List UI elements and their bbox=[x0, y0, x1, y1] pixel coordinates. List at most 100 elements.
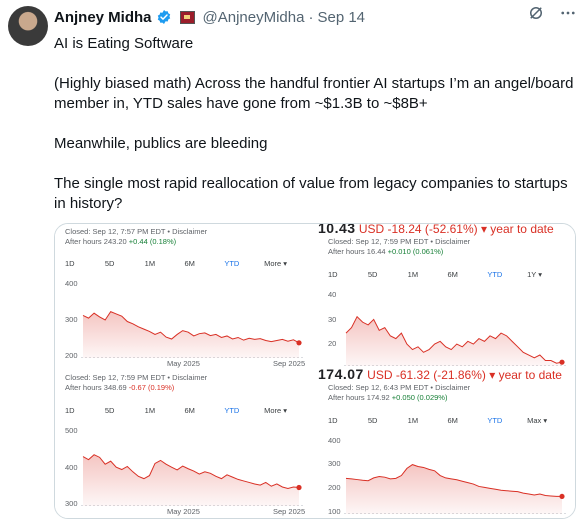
last-price-point bbox=[296, 484, 302, 491]
price-area bbox=[83, 311, 299, 358]
current-price: 10.43 bbox=[318, 223, 356, 236]
y-tick: 500 bbox=[65, 426, 78, 435]
y-tick: 200 bbox=[65, 351, 78, 360]
tab-1y[interactable]: 1Y ▾ bbox=[527, 270, 543, 279]
tab-ytd[interactable]: YTD bbox=[224, 259, 240, 268]
tweet-date[interactable]: Sep 14 bbox=[317, 8, 366, 26]
price-chart bbox=[344, 464, 568, 514]
closed-label: Closed: Sep 12, 7:59 PM EDT • Disclaimer bbox=[328, 237, 471, 246]
tab-6m[interactable]: 6M bbox=[447, 416, 458, 425]
stock-panel-3: Closed: Sep 12, 7:59 PM EDT • Disclaimer… bbox=[55, 370, 312, 518]
more-icon[interactable] bbox=[559, 4, 577, 22]
tweet-text: AI is Eating Software (Highly biased mat… bbox=[54, 34, 574, 234]
tab-1m[interactable]: 1M bbox=[144, 259, 156, 268]
tab-ytd[interactable]: YTD bbox=[487, 416, 503, 425]
tweet-line-1: AI is Eating Software bbox=[54, 35, 194, 52]
range-tabs: 1D 5D 1M 6M YTD More ▾ bbox=[65, 406, 304, 415]
tab-1d[interactable]: 1D bbox=[328, 270, 338, 279]
tab-ytd[interactable]: YTD bbox=[224, 406, 240, 415]
price-line bbox=[82, 454, 300, 490]
after-hours-price: After hours 16.44 bbox=[328, 247, 388, 256]
tab-5d[interactable]: 5D bbox=[104, 406, 115, 415]
after-hours-price: After hours 348.69 bbox=[65, 383, 129, 392]
price-chart bbox=[344, 315, 568, 366]
price-chart bbox=[81, 311, 305, 358]
y-tick: 300 bbox=[328, 459, 341, 468]
affiliate-flag-icon[interactable] bbox=[179, 10, 195, 24]
tab-more[interactable]: More ▾ bbox=[264, 259, 288, 268]
y-tick: 30 bbox=[328, 315, 337, 324]
y-tick: 400 bbox=[65, 463, 78, 472]
y-tick: 20 bbox=[328, 339, 337, 348]
y-tick: 100 bbox=[328, 507, 341, 516]
tweet-header: Anjney Midha @AnjneyMidha · Sep 14 bbox=[54, 6, 573, 28]
current-price: 174.07 bbox=[318, 366, 364, 382]
after-hours-price: After hours 174.92 bbox=[328, 393, 392, 402]
tab-max[interactable]: Max ▾ bbox=[527, 416, 548, 425]
tweet-line-2: (Highly biased math) Across the handful … bbox=[54, 75, 574, 112]
y-tick: 200 bbox=[328, 483, 341, 492]
y-tick: 400 bbox=[328, 436, 341, 445]
tweet-line-3: Meanwhile, publics are bleeding bbox=[54, 135, 268, 152]
after-hours-change: +0.050 (0.029%) bbox=[391, 393, 448, 402]
last-price-point bbox=[559, 493, 565, 500]
range-tabs: 1D 5D 1M 6M YTD More ▾ bbox=[65, 259, 304, 268]
tab-6m[interactable]: 6M bbox=[184, 406, 195, 415]
x-tick: May 2025 bbox=[167, 507, 200, 516]
tab-1d[interactable]: 1D bbox=[65, 259, 75, 268]
y-tick: 300 bbox=[65, 315, 78, 324]
stock-panel-4: 174.07 USD -61.32 (-21.86%) ▾ year to da… bbox=[318, 366, 575, 518]
tab-1m[interactable]: 1M bbox=[407, 416, 419, 425]
x-tick: Sep 2025 bbox=[273, 359, 306, 368]
after-hours: After hours 348.69 -0.67 (0.19%) bbox=[65, 383, 174, 392]
price-header: 10.43 USD -18.24 (-52.61%) ▾ year to dat… bbox=[318, 223, 554, 236]
grok-icon[interactable] bbox=[527, 4, 545, 22]
price-area bbox=[83, 454, 299, 506]
y-tick: 400 bbox=[65, 279, 78, 288]
tab-5d[interactable]: 5D bbox=[367, 416, 378, 425]
price-area bbox=[346, 464, 562, 514]
tweet-actions-top bbox=[527, 4, 577, 22]
tab-1m[interactable]: 1M bbox=[144, 406, 156, 415]
tab-5d[interactable]: 5D bbox=[367, 270, 378, 279]
tweet-line-4: The single most rapid reallocation of va… bbox=[54, 175, 568, 212]
after-hours-change: -0.67 (0.19%) bbox=[128, 383, 175, 392]
price-line bbox=[345, 464, 563, 497]
media-image[interactable]: Closed: Sep 12, 7:57 PM EDT • Disclaimer… bbox=[54, 223, 576, 519]
after-hours-change: +0.010 (0.061%) bbox=[387, 247, 444, 256]
tab-5d[interactable]: 5D bbox=[104, 259, 115, 268]
closed-label: Closed: Sep 12, 7:59 PM EDT • Disclaimer bbox=[65, 373, 208, 382]
closed-label: Closed: Sep 12, 7:57 PM EDT • Disclaimer bbox=[65, 227, 208, 236]
y-tick: 40 bbox=[328, 290, 337, 299]
ytd-change: USD -18.24 (-52.61%) ▾ year to date bbox=[358, 223, 554, 236]
avatar[interactable] bbox=[8, 6, 48, 46]
stock-panel-1: Closed: Sep 12, 7:57 PM EDT • Disclaimer… bbox=[55, 224, 312, 368]
y-tick: 300 bbox=[65, 499, 78, 508]
last-price-point bbox=[559, 359, 565, 365]
last-price-point bbox=[296, 340, 302, 346]
ytd-change: USD -61.32 (-21.86%) ▾ year to date bbox=[367, 368, 562, 382]
tab-more[interactable]: More ▾ bbox=[264, 406, 288, 415]
after-hours: After hours 16.44 +0.010 (0.061%) bbox=[328, 247, 443, 256]
after-hours: After hours 243.20 +0.44 (0.18%) bbox=[65, 237, 176, 246]
closed-label: Closed: Sep 12, 6:43 PM EDT • Disclaimer bbox=[328, 383, 471, 392]
range-tabs: 1D 5D 1M 6M YTD Max ▾ bbox=[328, 416, 567, 425]
tab-1d[interactable]: 1D bbox=[65, 406, 75, 415]
price-line bbox=[82, 311, 300, 344]
price-area bbox=[346, 316, 562, 366]
after-hours-change: +0.44 (0.18%) bbox=[128, 237, 177, 246]
range-tabs: 1D 5D 1M 6M YTD 1Y ▾ bbox=[328, 270, 567, 279]
x-tick: Sep 2025 bbox=[273, 507, 306, 516]
price-header: 174.07 USD -61.32 (-21.86%) ▾ year to da… bbox=[318, 366, 562, 382]
separator-dot: · bbox=[308, 8, 314, 26]
tab-1d[interactable]: 1D bbox=[328, 416, 338, 425]
tab-6m[interactable]: 6M bbox=[184, 259, 195, 268]
tab-ytd[interactable]: YTD bbox=[487, 270, 503, 279]
author-name[interactable]: Anjney Midha bbox=[54, 8, 152, 26]
tab-1m[interactable]: 1M bbox=[407, 270, 419, 279]
author-handle[interactable]: @AnjneyMidha bbox=[202, 8, 305, 26]
tab-6m[interactable]: 6M bbox=[447, 270, 458, 279]
price-line bbox=[345, 315, 563, 364]
price-chart bbox=[81, 454, 305, 506]
after-hours: After hours 174.92 +0.050 (0.029%) bbox=[328, 393, 447, 402]
